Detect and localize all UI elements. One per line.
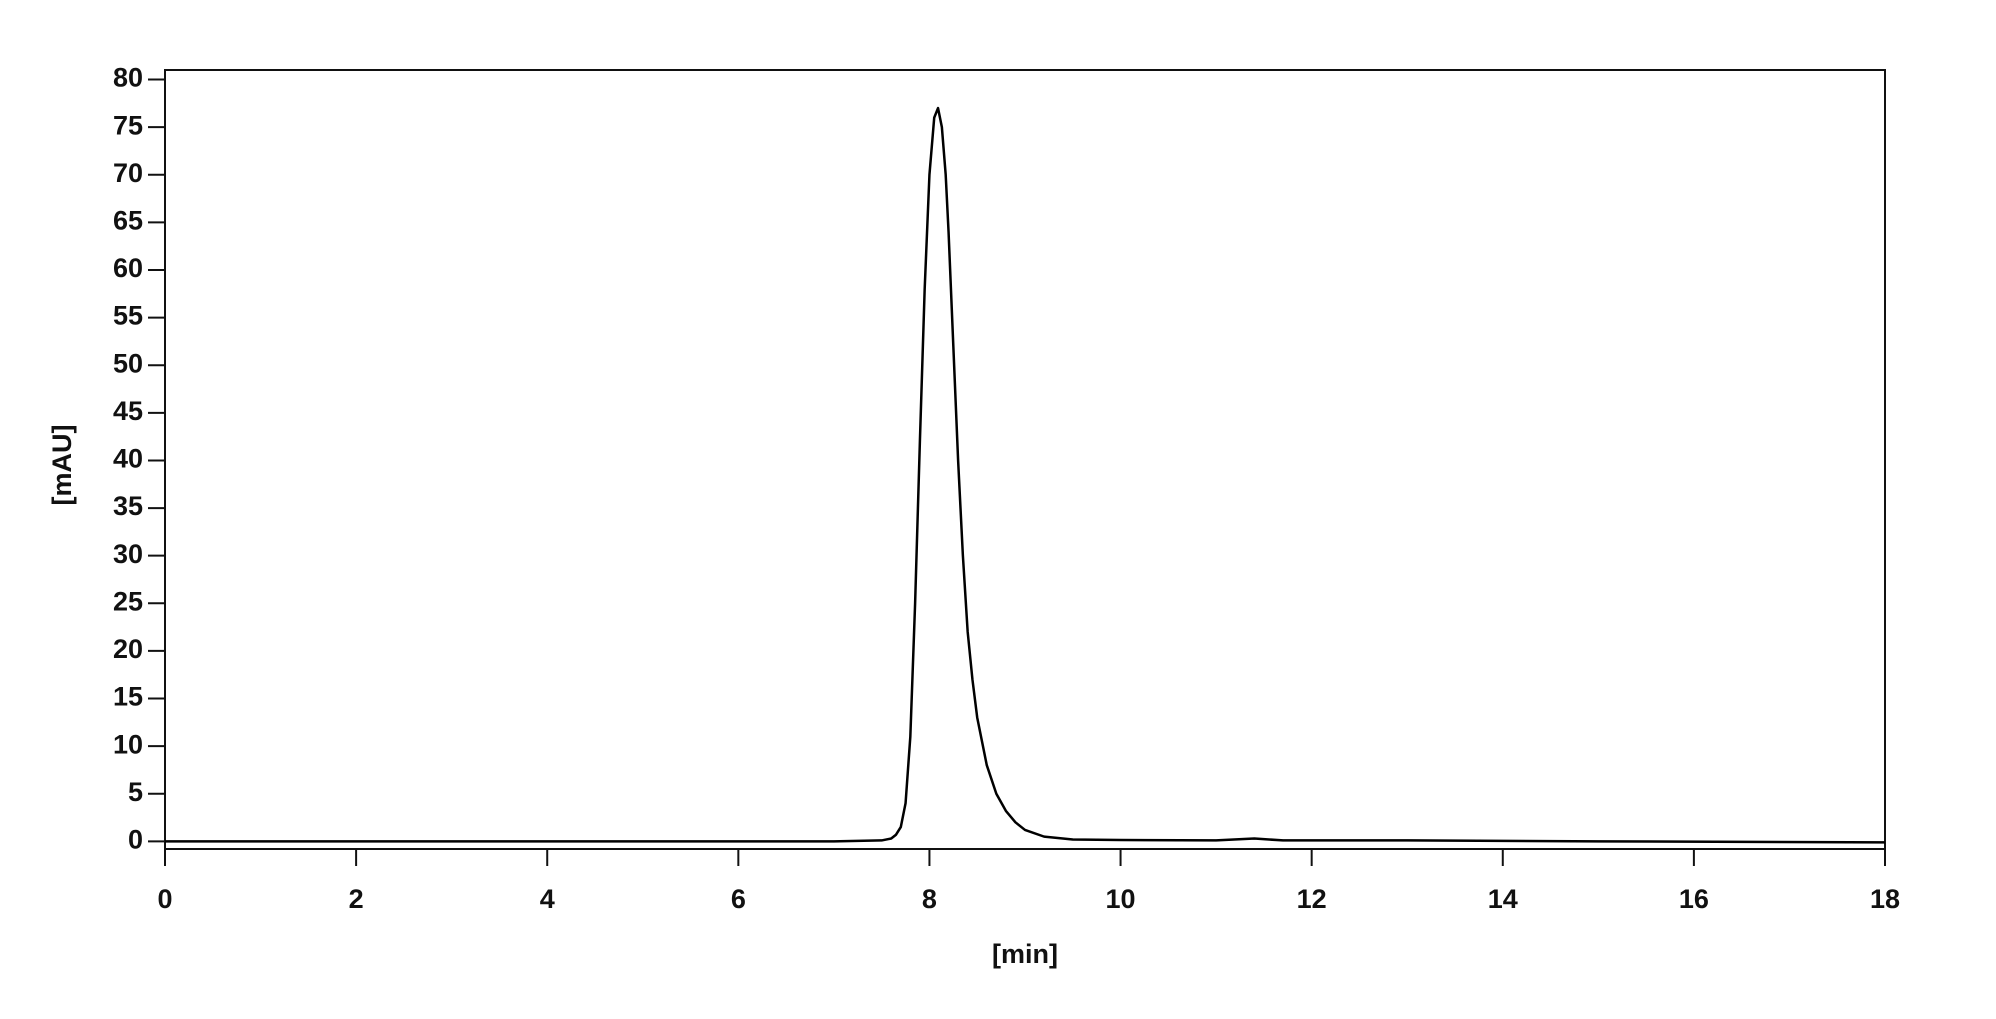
- x-tick-label: 6: [731, 884, 746, 914]
- x-tick-label: 14: [1488, 884, 1518, 914]
- y-tick-label: 5: [128, 777, 143, 807]
- y-tick-label: 70: [113, 158, 143, 188]
- x-tick-label: 8: [922, 884, 937, 914]
- x-tick-label: 0: [157, 884, 172, 914]
- y-tick-label: 45: [113, 396, 143, 426]
- chromatogram-line: [165, 106, 1886, 844]
- x-tick-label: 2: [349, 884, 364, 914]
- y-tick-label: 80: [113, 63, 143, 93]
- y-tick-label: 75: [113, 110, 143, 140]
- x-tick-label: 12: [1297, 884, 1327, 914]
- y-tick-label: 0: [128, 825, 143, 855]
- y-tick-label: 10: [113, 729, 143, 759]
- y-tick-label: 60: [113, 253, 143, 283]
- y-tick-label: 55: [113, 301, 143, 331]
- x-tick-label: 16: [1679, 884, 1709, 914]
- y-tick-label: 20: [113, 634, 143, 664]
- x-tick-label: 4: [540, 884, 555, 914]
- y-tick-label: 50: [113, 348, 143, 378]
- plot-frame: [164, 69, 1886, 850]
- x-tick-label: 10: [1106, 884, 1136, 914]
- y-axis-label: [mAU]: [47, 425, 77, 506]
- y-tick-label: 30: [113, 539, 143, 569]
- y-tick-label: 25: [113, 586, 143, 616]
- x-axis-label: [min]: [992, 939, 1058, 969]
- y-tick-label: 65: [113, 205, 143, 235]
- y-tick-label: 40: [113, 444, 143, 474]
- y-tick-label: 15: [113, 682, 143, 712]
- x-tick-label: 18: [1870, 884, 1900, 914]
- y-tick-label: 35: [113, 491, 143, 521]
